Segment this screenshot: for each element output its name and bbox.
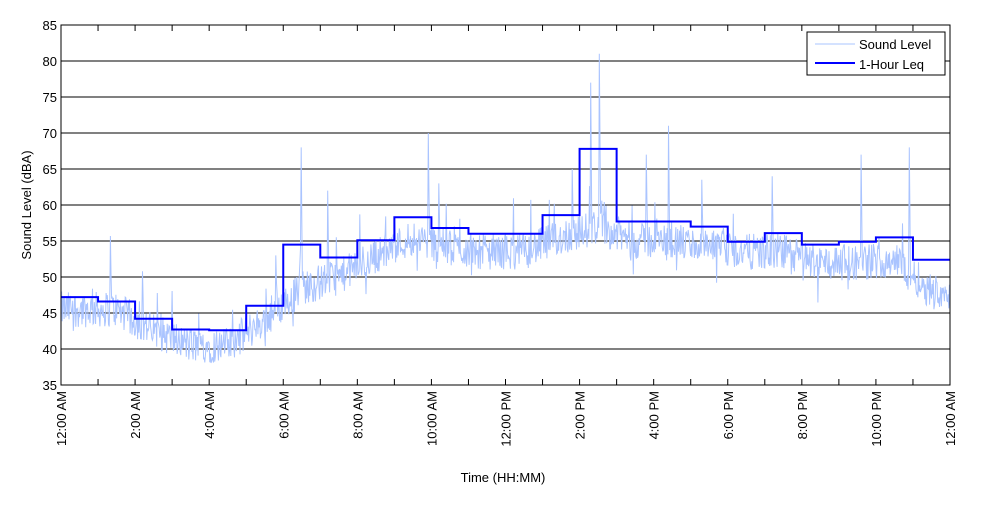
leq-step-line	[61, 147, 950, 332]
x-tick-label: 10:00 PM	[869, 391, 884, 447]
y-tick-label: 65	[43, 162, 57, 177]
y-tick-label: 60	[43, 198, 57, 213]
y-tick-label: 75	[43, 90, 57, 105]
axis-ticks: 35 40 45 50 55 60 65 70 75 80 85 12:00 AM 2:00 AM 4:0…	[43, 18, 958, 447]
y-tick-label: 40	[43, 342, 57, 357]
legend: Sound Level 1-Hour Leq	[806, 31, 946, 76]
y-tick-label: 85	[43, 18, 57, 33]
x-tick-label: 2:00 PM	[573, 391, 588, 439]
y-tick-label: 50	[43, 270, 57, 285]
x-tick-label: 8:00 AM	[350, 391, 365, 439]
x-tick-label: 12:00 PM	[499, 391, 514, 447]
legend-box	[806, 31, 946, 76]
y-tick-label: 70	[43, 126, 57, 141]
x-tick-label: 4:00 AM	[202, 391, 217, 439]
x-tick-label: 10:00 AM	[424, 391, 439, 446]
grid-lines	[61, 60, 950, 350]
x-tick-label: 6:00 AM	[276, 391, 291, 439]
y-tick-label: 45	[43, 306, 57, 321]
sound-level-line	[60, 53, 951, 364]
x-tick-label: 4:00 PM	[647, 391, 662, 439]
y-tick-label: 55	[43, 234, 57, 249]
y-tick-label: 35	[43, 378, 57, 393]
x-tick-label: 6:00 PM	[721, 391, 736, 439]
y-tick-label: 80	[43, 54, 57, 69]
x-tick-label: 8:00 PM	[795, 391, 810, 439]
legend-label-leq: 1-Hour Leq	[859, 57, 924, 72]
x-tick-label: 12:00 AM	[54, 391, 69, 446]
x-axis-label: Time (HH:MM)	[461, 470, 546, 485]
series-layer	[60, 53, 951, 364]
x-tick-label: 2:00 AM	[128, 391, 143, 439]
y-axis-label: Sound Level (dBA)	[19, 150, 34, 259]
x-tick-label: 12:00 AM	[943, 391, 958, 446]
legend-label-sound-level: Sound Level	[859, 37, 931, 52]
